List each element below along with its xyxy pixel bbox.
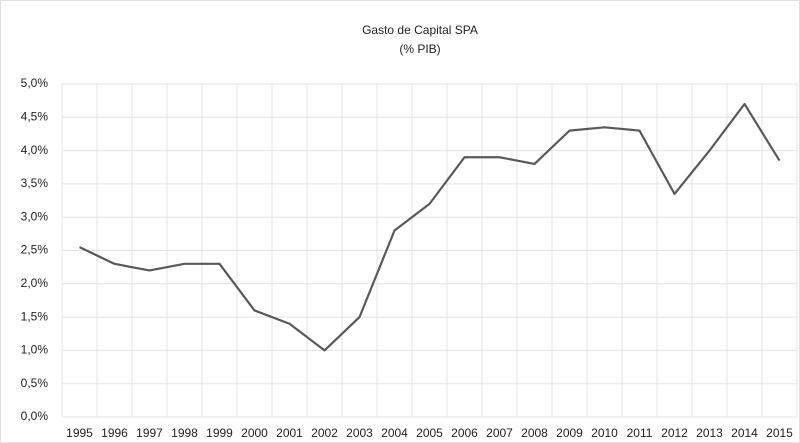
x-tick-label: 2004: [381, 426, 408, 440]
x-tick-label: 2015: [766, 426, 793, 440]
x-tick-label: 1997: [136, 426, 163, 440]
x-tick-label: 2010: [591, 426, 618, 440]
y-tick-label: 4,0%: [21, 143, 49, 157]
x-tick-label: 2008: [521, 426, 548, 440]
x-tick-label: 2002: [311, 426, 338, 440]
x-tick-label: 1996: [101, 426, 128, 440]
y-tick-label: 2,0%: [21, 276, 49, 290]
x-tick-label: 2001: [276, 426, 303, 440]
y-tick-label: 1,0%: [21, 343, 49, 357]
x-tick-label: 2013: [696, 426, 723, 440]
y-tick-label: 3,0%: [21, 209, 49, 223]
x-tick-label: 2003: [346, 426, 373, 440]
x-tick-label: 2000: [241, 426, 268, 440]
y-tick-label: 4,5%: [21, 109, 49, 123]
y-tick-label: 3,5%: [21, 176, 49, 190]
x-tick-label: 1995: [66, 426, 93, 440]
chart-title: Gasto de Capital SPA: [362, 23, 478, 37]
x-tick-label: 1998: [171, 426, 198, 440]
x-tick-label: 2005: [416, 426, 443, 440]
x-tick-label: 2014: [731, 426, 758, 440]
x-tick-label: 2007: [486, 426, 513, 440]
x-tick-label: 2011: [627, 426, 653, 440]
x-tick-label: 2012: [661, 426, 688, 440]
x-tick-label: 2006: [451, 426, 478, 440]
y-tick-label: 2,5%: [21, 243, 49, 257]
x-tick-label: 2009: [556, 426, 583, 440]
y-tick-label: 0,5%: [21, 376, 49, 390]
chart-subtitle: (% PIB): [399, 42, 440, 56]
line-series: [79, 102, 781, 352]
y-tick-label: 0,0%: [21, 409, 49, 423]
y-tick-label: 1,5%: [21, 309, 49, 323]
x-tick-label: 1999: [206, 426, 233, 440]
y-tick-label: 5,0%: [21, 76, 49, 90]
